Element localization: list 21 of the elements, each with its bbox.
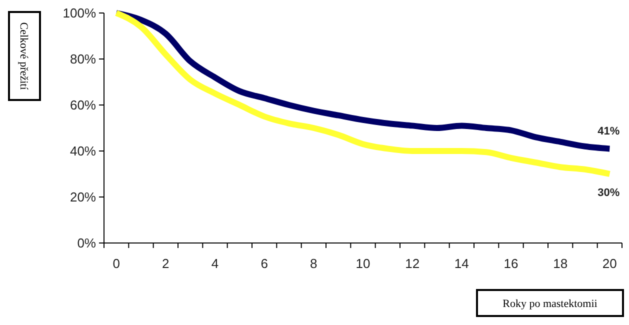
x-tick-label: 14 [454, 256, 469, 271]
y-tick-label: 20% [70, 190, 96, 205]
x-tick-label: 18 [553, 256, 568, 271]
x-tick-label: 6 [260, 256, 268, 271]
x-tick-label: 20 [602, 256, 617, 271]
y-tick-label: 0% [77, 236, 96, 251]
x-tick-label: 8 [310, 256, 318, 271]
x-axis-title: Roky po mastektomii [502, 298, 598, 310]
x-tick-label: 16 [504, 256, 518, 271]
y-axis-title: Celkové přežití [18, 22, 30, 90]
annotation: 30% [598, 187, 620, 199]
x-tick-label: 12 [405, 256, 420, 271]
x-tick-label: 4 [211, 256, 219, 271]
y-tick-label: 80% [70, 52, 96, 67]
annotation: 41% [598, 126, 620, 138]
x-tick-label: 2 [162, 256, 170, 271]
y-tick-label: 100% [62, 6, 96, 21]
x-tick-label: 0 [112, 256, 120, 271]
y-tick-label: 60% [70, 98, 96, 113]
y-tick-label: 40% [70, 144, 96, 159]
x-tick-label: 10 [356, 256, 370, 271]
